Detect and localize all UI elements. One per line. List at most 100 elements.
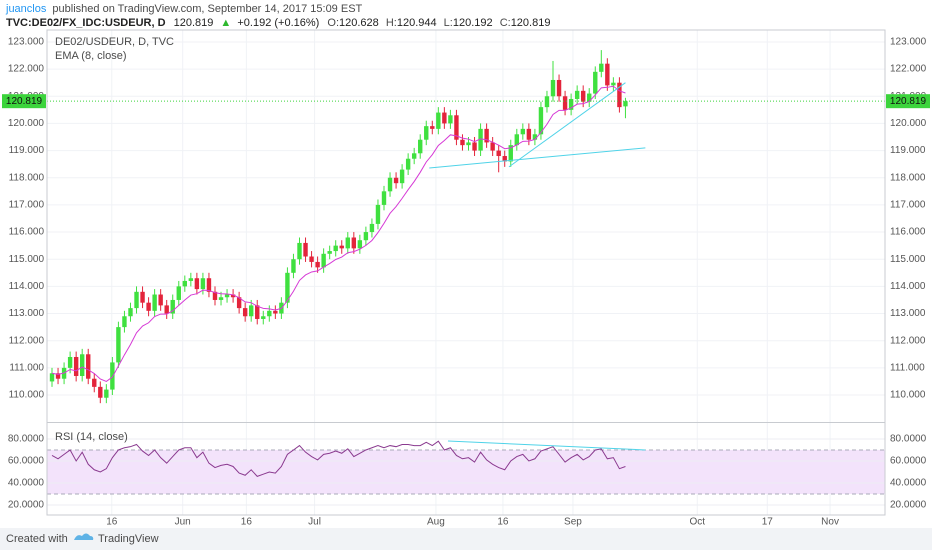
candle-body [339, 245, 344, 249]
candle-body [599, 63, 604, 72]
change-arrow: ▲ [220, 17, 231, 29]
candle-body [593, 71, 598, 94]
candle-body [321, 253, 326, 268]
candle-body [538, 107, 544, 135]
candle-body [617, 82, 622, 108]
candle-body [496, 150, 501, 157]
y-tick-label: 112.000 [9, 335, 45, 346]
x-tick-label: Jul [308, 517, 321, 528]
y-tick-label: 118.000 [9, 172, 45, 183]
y-tick-label: 118.000 [890, 172, 926, 183]
y-tick-label: 114.000 [890, 281, 926, 292]
candle-body [230, 294, 236, 298]
candle-body [442, 112, 447, 124]
candle-body [218, 297, 224, 300]
rsi-band [47, 449, 885, 494]
candle-body [110, 362, 115, 390]
y-tick-label: 111.000 [890, 362, 925, 373]
candle-body [333, 245, 338, 252]
y-tick-label: 114.000 [9, 281, 45, 292]
candle-body [140, 291, 145, 303]
y-tick-label: 123.000 [890, 37, 927, 48]
y-tick-label: 113.000 [9, 308, 45, 319]
candle-body [273, 310, 278, 314]
candle-body [393, 177, 399, 184]
candle-body [261, 316, 266, 319]
candle-body [411, 153, 417, 159]
y-tick-label: 80.0000 [890, 434, 927, 445]
plot [47, 30, 885, 515]
candle-body [297, 242, 302, 260]
candle-body [303, 242, 308, 257]
footer-text: Created with [6, 533, 68, 545]
candle-body [291, 259, 296, 273]
y-tick-label: 40.0000 [890, 478, 927, 489]
candle-body [134, 291, 139, 309]
y-tick-label: 120.000 [890, 118, 927, 129]
y-tick-label: 122.000 [8, 64, 45, 75]
candle-body [351, 237, 357, 249]
candle-body [472, 142, 477, 151]
candle-body [623, 101, 628, 107]
y-tick-label: 110.000 [9, 390, 45, 401]
ema-line [51, 85, 626, 383]
candle-body [363, 232, 369, 241]
candle-body [249, 305, 254, 317]
candle-body [182, 280, 188, 287]
y-tick-label: 116.000 [9, 227, 45, 238]
last-price-label: 120.819 [6, 96, 43, 107]
candle-body [188, 278, 194, 281]
symbol: TVC:DE02/FX_IDC:USDEUR, D [6, 17, 166, 29]
legend-rsi: RSI (14, close) [55, 431, 128, 443]
candle-body [568, 98, 574, 110]
candle-body [574, 90, 580, 99]
candle-body [152, 294, 157, 311]
candle-body [49, 373, 55, 382]
y-tick-label: 40.0000 [8, 478, 45, 489]
candle-body [550, 79, 556, 97]
candle-body [236, 297, 242, 309]
x-tick-label: Nov [821, 517, 839, 528]
candle-body [605, 63, 610, 86]
x-tick-label: Oct [689, 517, 705, 528]
trend-line [429, 147, 646, 169]
footer-brand: TradingView [98, 533, 159, 545]
candle-body [369, 223, 375, 233]
ohlc-label: O: [327, 17, 339, 29]
change: +0.192 (+0.16%) [237, 17, 319, 29]
candle-body [206, 278, 212, 292]
candle-body [345, 237, 350, 249]
candle-body [454, 115, 459, 140]
candle-body [79, 354, 85, 377]
candle-body [387, 177, 393, 192]
candle-body [327, 251, 332, 254]
last-price-label: 120.819 [890, 96, 927, 107]
candle-body [436, 112, 441, 129]
candle-body [86, 354, 91, 379]
candle-body [309, 256, 314, 262]
candle-body [399, 169, 405, 184]
y-tick-label: 20.0000 [890, 500, 927, 511]
candle-body [164, 305, 169, 314]
last-price-box [886, 94, 930, 109]
rsi-line [51, 440, 626, 477]
candle-body [194, 278, 200, 290]
y-tick-label: 117.000 [9, 200, 45, 211]
trend-line [508, 82, 626, 168]
candle-body [508, 145, 513, 162]
footer-bg [0, 528, 932, 550]
author: juanclos [5, 3, 47, 15]
ohlc-value: 120.819 [511, 17, 551, 29]
candle-body [67, 356, 73, 368]
candle-body [55, 373, 61, 379]
ohlc-value: 120.944 [397, 17, 437, 29]
candle-body [212, 291, 218, 300]
x-tick-label: 16 [106, 517, 118, 528]
legend-ema: EMA (8, close) [55, 50, 127, 62]
candle-body [92, 378, 97, 387]
ohlc-label: H: [386, 17, 397, 29]
pane-border [46, 29, 886, 516]
footer-logo [74, 533, 94, 540]
symbol-line: TVC:DE02/FX_IDC:USDEUR, D 120.819 ▲ +0.1… [6, 17, 550, 29]
candle-body [128, 308, 133, 317]
